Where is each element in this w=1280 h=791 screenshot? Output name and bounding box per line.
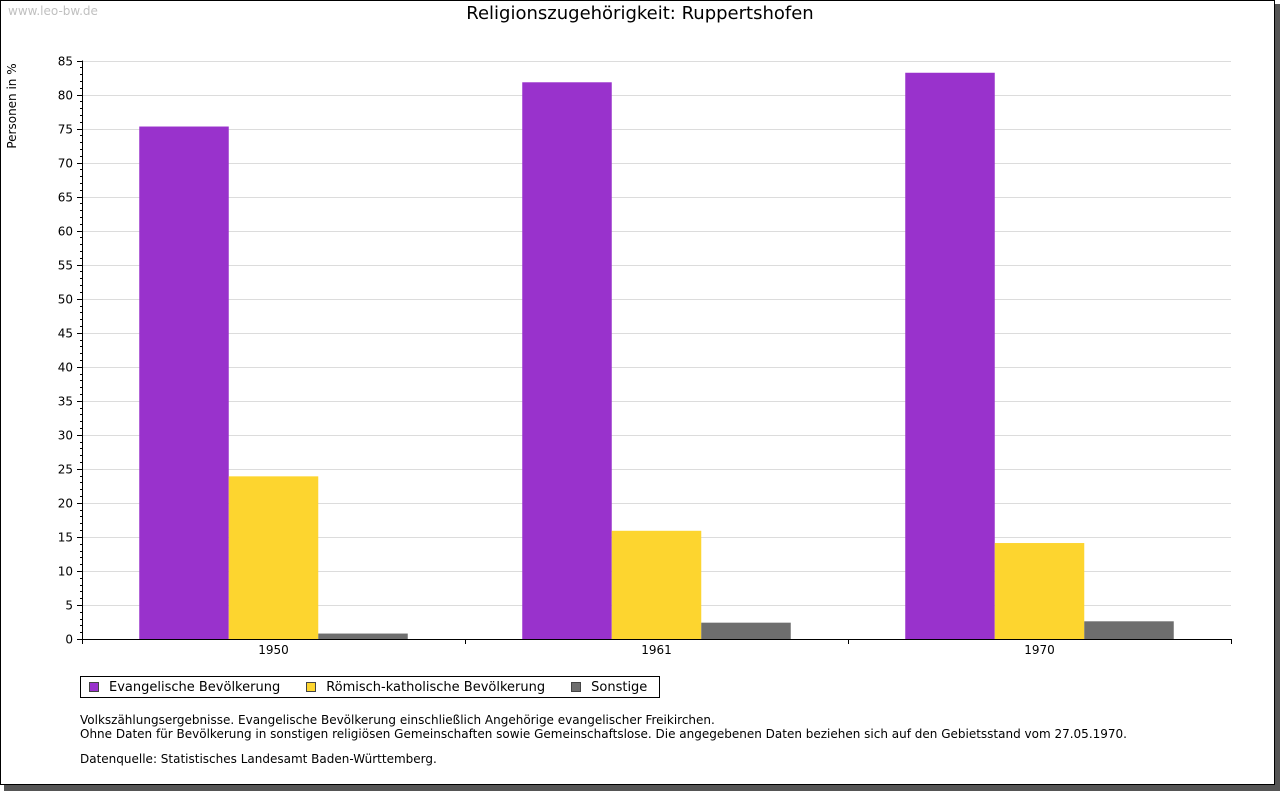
frame-shadow-right xyxy=(1275,4,1280,789)
x-tick-label-1970: 1970 xyxy=(1024,643,1055,657)
bar-chart: 0 5 10 15 20 25 30 35 40 45 50 55 60 65 70 75 80 85 1950 19… xyxy=(58,55,1232,657)
y-tick-label-65: 65 xyxy=(58,191,73,205)
y-tick-label-85: 85 xyxy=(58,55,73,69)
frame-shadow-bottom xyxy=(4,785,1280,791)
legend-label-evangelisch: Evangelische Bevölkerung xyxy=(109,679,281,695)
legend-swatch-katholisch xyxy=(306,682,317,692)
y-tick-label-70: 70 xyxy=(58,157,73,171)
chart-title: Religionszugehörigkeit: Ruppertshofen xyxy=(466,3,814,24)
y-tick-label-80: 80 xyxy=(58,89,73,103)
legend-label-katholisch: Römisch-katholische Bevölkerung xyxy=(326,679,546,695)
y-tick-label-20: 20 xyxy=(58,497,73,511)
legend-swatch-sonstige xyxy=(571,682,582,692)
y-tick-label-25: 25 xyxy=(58,463,73,477)
bar-1950-evangelisch xyxy=(139,126,229,639)
y-tick-label-55: 55 xyxy=(58,259,73,273)
note-line-2: Ohne Daten für Bevölkerung in sonstigen … xyxy=(80,727,1127,741)
legend-swatch-evangelisch xyxy=(89,682,99,692)
bar-1970-sonstige xyxy=(1084,621,1174,639)
note-line-1: Volkszählungsergebnisse. Evangelische Be… xyxy=(80,713,715,727)
y-tick-label-50: 50 xyxy=(58,293,73,307)
x-tick-label-1961: 1961 xyxy=(641,643,672,657)
bar-1961-evangelisch xyxy=(522,82,612,640)
y-tick-label-30: 30 xyxy=(58,429,73,443)
legend-item-evangelisch: Evangelische Bevölkerung xyxy=(89,680,280,695)
y-tick-label-40: 40 xyxy=(58,361,73,375)
legend-item-sonstige: Sonstige xyxy=(571,680,647,695)
y-tick-label-5: 5 xyxy=(65,599,73,613)
legend-item-katholisch: Römisch-katholische Bevölkerung xyxy=(306,680,545,695)
y-tick-label-45: 45 xyxy=(58,327,73,341)
bar-1961-katholisch xyxy=(611,530,702,639)
y-tick-label-60: 60 xyxy=(58,225,73,239)
y-tick-label-75: 75 xyxy=(58,123,73,137)
bar-1970-katholisch xyxy=(994,543,1085,639)
y-tick-label-10: 10 xyxy=(58,565,73,579)
y-tick-label-15: 15 xyxy=(58,531,73,545)
data-source: Datenquelle: Statistisches Landesamt Bad… xyxy=(80,752,437,766)
legend-label-sonstige: Sonstige xyxy=(591,679,648,695)
y-tick-label-35: 35 xyxy=(58,395,73,409)
legend: Evangelische Bevölkerung Römisch-katholi… xyxy=(80,676,661,698)
bar-1970-evangelisch xyxy=(905,72,995,639)
chart-notes: Volkszählungsergebnisse. Evangelische Be… xyxy=(80,713,1127,741)
bar-1950-katholisch xyxy=(228,476,319,639)
watermark: www.leo-bw.de xyxy=(8,4,98,18)
x-tick-label-1950: 1950 xyxy=(258,643,289,657)
bar-1950-sonstige xyxy=(318,633,408,639)
bar-1961-sonstige xyxy=(701,622,791,639)
y-tick-label-0: 0 xyxy=(65,633,73,647)
